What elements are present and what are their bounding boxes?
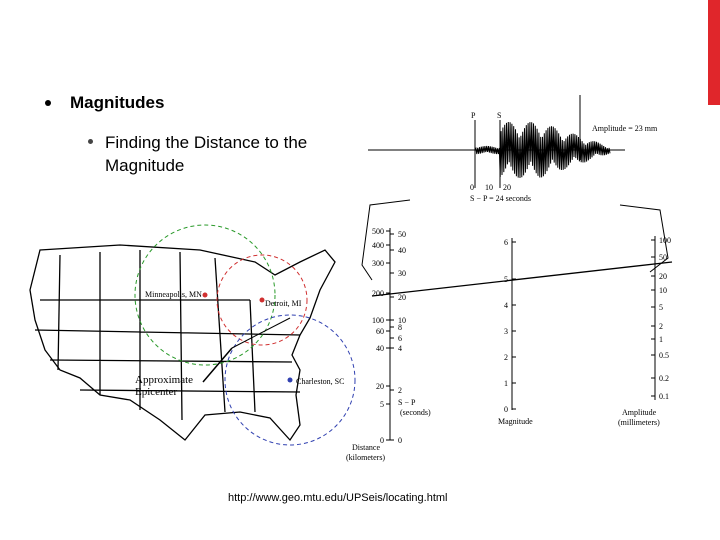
scale-title: (millimeters) — [618, 418, 660, 427]
scale-label: 6 — [504, 238, 508, 247]
seis-label: 20 — [503, 183, 511, 192]
scale-label: 0 — [504, 405, 508, 414]
scale-label: 0 — [380, 436, 384, 445]
range-circle — [216, 254, 308, 346]
station — [259, 297, 265, 303]
scale-label: 500 — [372, 227, 384, 236]
scale-title: (kilometers) — [346, 453, 385, 462]
scale-label: 8 — [398, 323, 402, 332]
scale-label: 200 — [372, 289, 384, 298]
scale-title: Distance — [352, 443, 380, 452]
scale-label: 100 — [659, 236, 671, 245]
scale-label: 4 — [398, 344, 402, 353]
scale-label: 30 — [398, 269, 406, 278]
scale-label: 0.5 — [659, 351, 669, 360]
scale-label: 0.2 — [659, 374, 669, 383]
scale-label: 6 — [398, 334, 402, 343]
bullet-text: Magnitudes — [70, 93, 165, 112]
scale-label: 40 — [398, 246, 406, 255]
scale-label: 2 — [504, 353, 508, 362]
scale-label: 5 — [504, 275, 508, 284]
seis-label: S − P = 24 seconds — [470, 194, 531, 203]
connector — [361, 199, 669, 281]
scale-label: 0 — [398, 436, 402, 445]
scale-title: Amplitude — [622, 408, 657, 417]
scale-label: 2 — [398, 386, 402, 395]
epicenter-arrow — [202, 347, 233, 383]
scale-label: 2 — [659, 322, 663, 331]
pointer-line — [231, 317, 291, 349]
scale-label: 0.1 — [659, 392, 669, 401]
map-label: Epicenter — [135, 386, 177, 398]
seis-label: P — [471, 111, 476, 120]
station — [287, 377, 293, 383]
scale-label: 10 — [398, 316, 406, 325]
range-circle — [224, 314, 356, 446]
scale-label: 5 — [659, 303, 663, 312]
map-label: Minneapolis, MN — [145, 290, 202, 299]
bullet-dot — [45, 100, 51, 106]
scale-label: 400 — [372, 241, 384, 250]
scale-label: 4 — [504, 301, 508, 310]
scale-label: 20 — [659, 272, 667, 281]
us-map — [29, 244, 336, 442]
scale-label: 40 — [376, 344, 384, 353]
seis-label: S — [497, 111, 501, 120]
map-label: Charleston, SC — [296, 377, 344, 386]
scale-label: 1 — [504, 379, 508, 388]
accent-bar — [708, 0, 720, 105]
seis-label: 10 — [485, 183, 493, 192]
scale-label: 5 — [380, 400, 384, 409]
scale-label: 50 — [398, 230, 406, 239]
source-url: http://www.geo.mtu.edu/UPSeis/locating.h… — [228, 492, 448, 504]
scale-label: 20 — [398, 293, 406, 302]
station — [202, 292, 208, 298]
sub-bullet-text: Finding the Distance to the Magnitude — [105, 133, 308, 175]
scale-label: 1 — [659, 335, 663, 344]
scale-label: 50 — [659, 253, 667, 262]
nomogram: Distance (kilometers) S − P (seconds) Ma… — [346, 227, 673, 462]
scale-title: (seconds) — [400, 408, 431, 417]
solution-line — [371, 261, 673, 297]
map-label: Approximate — [135, 374, 193, 386]
scale-label: 3 — [504, 327, 508, 336]
seismogram-trace — [474, 121, 611, 179]
seis-label: 0 — [470, 183, 474, 192]
range-circle — [134, 224, 276, 366]
scale-label: 300 — [372, 259, 384, 268]
scale-title: Magnitude — [498, 417, 533, 426]
map-label: Detroit, MI — [265, 299, 302, 308]
scale-label: 100 — [372, 316, 384, 325]
scale-label: 60 — [376, 327, 384, 336]
seis-label: Amplitude = 23 mm — [592, 124, 658, 133]
scale-title: S − P — [398, 398, 416, 407]
scale-label: 10 — [659, 286, 667, 295]
scale-label: 20 — [376, 382, 384, 391]
bullet-dot — [88, 139, 93, 144]
